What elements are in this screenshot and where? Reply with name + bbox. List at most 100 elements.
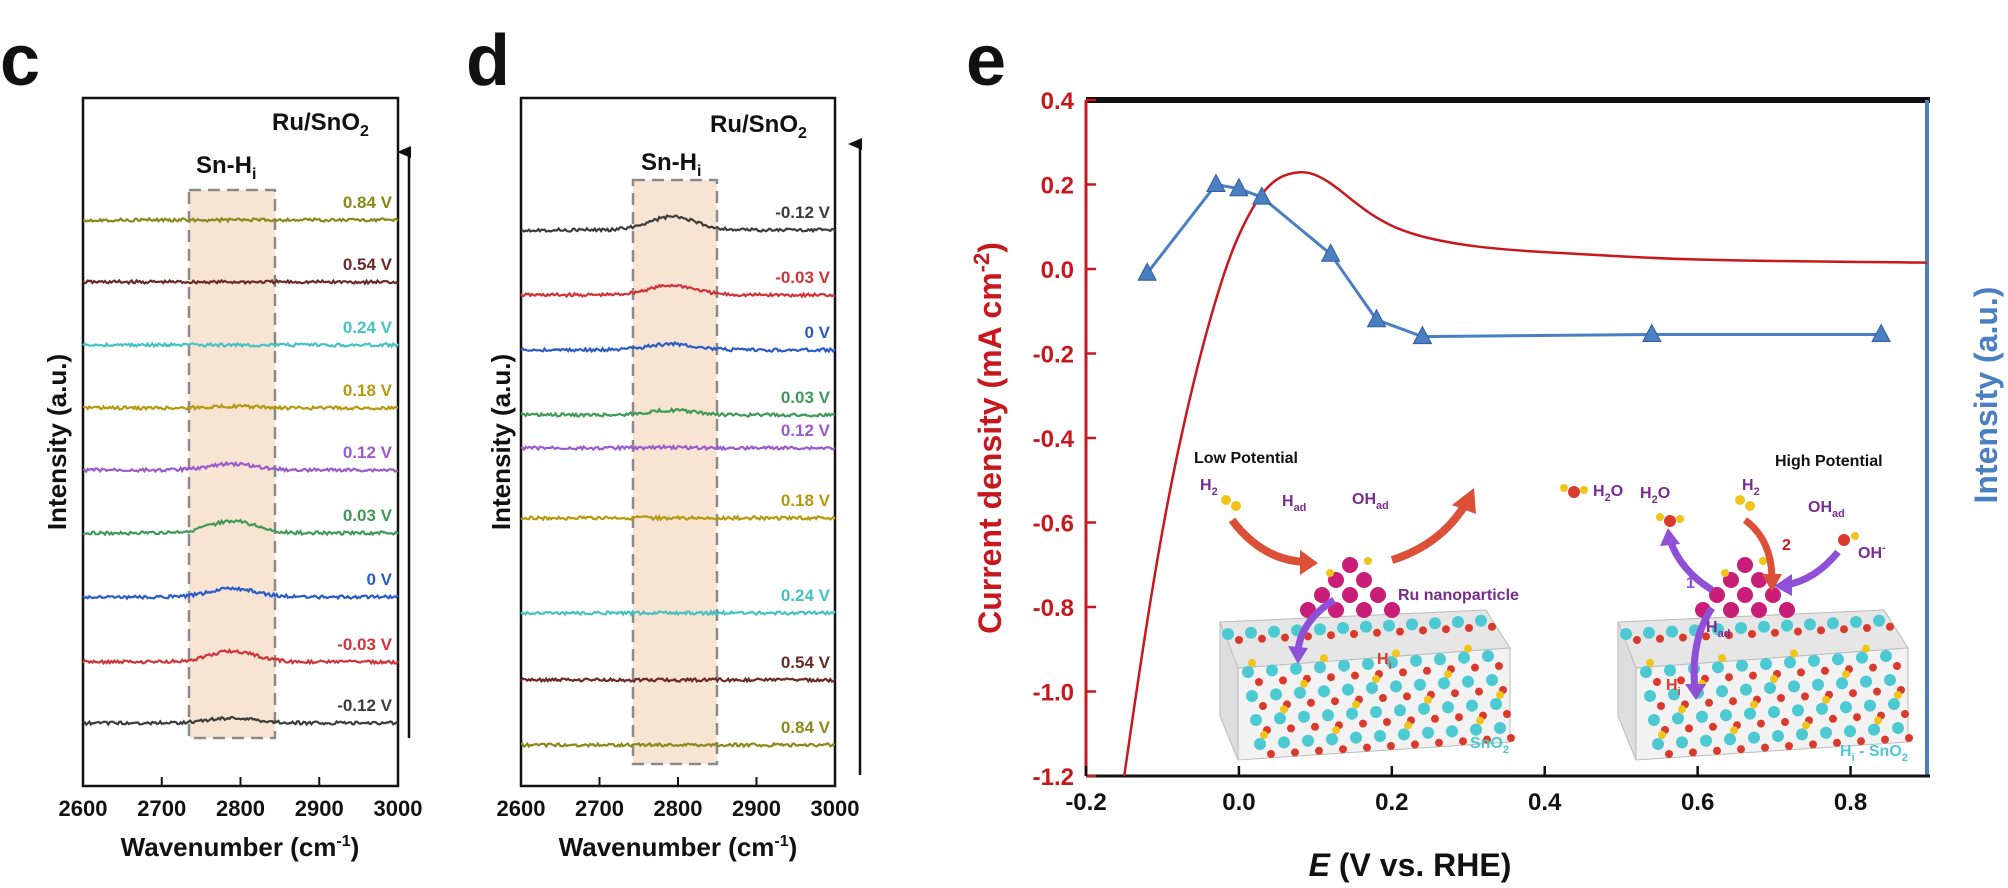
oh-adsorption-arrowhead-right — [1774, 574, 1792, 596]
panel-d-trace — [520, 676, 836, 684]
panel-c-trace — [82, 402, 398, 411]
hi-diffusion-arrow-right — [1690, 606, 1715, 691]
panel-e-y-tick-label: 0.0 — [1041, 257, 1074, 284]
panel-d-tick-label: 3000 — [811, 796, 860, 821]
inset-hi-label-left: Hi — [1377, 651, 1392, 672]
panel-e-y-tick-label: -0.4 — [1033, 426, 1075, 453]
h2o-release-arrowhead-left — [1452, 488, 1476, 514]
panel-d-trace-label: 0.18 V — [781, 491, 831, 510]
hi-diffusion-arrowhead-right — [1685, 684, 1706, 700]
h2o-molecule-right — [1656, 513, 1684, 527]
panel-e-y-tick-label: -0.2 — [1033, 342, 1074, 369]
panel-c-trace-label: 0.12 V — [343, 443, 393, 462]
panel-d-trace-label: 0 V — [804, 323, 830, 342]
inset-h2o-label-right: H2O — [1640, 485, 1670, 506]
panel-c-sample-label: Ru/SnO2 — [272, 109, 369, 140]
panel-d-trace — [521, 741, 836, 749]
panel-d-trace-label: -0.03 V — [775, 268, 830, 287]
oh-adsorption-arrow-right — [1785, 549, 1841, 589]
panel-d-trace — [520, 514, 836, 522]
panel-c-tick-label: 2700 — [137, 796, 186, 821]
step2-arrow-right — [1742, 517, 1776, 581]
inset-h2-label-right: H2 — [1742, 477, 1760, 498]
panel-d-trace — [520, 443, 836, 452]
panel-c-trace-label: 0 V — [366, 570, 392, 589]
panel-d-sample-label: Ru/SnO2 — [710, 111, 807, 142]
panel-e-y-tick-label: -1.2 — [1033, 764, 1074, 791]
inset-ohad-label-right: OHad — [1808, 499, 1845, 520]
inset-h2o-label-left: H2O — [1593, 483, 1623, 504]
intensity-marker — [1229, 177, 1249, 197]
inset-hi-sno2-label: Hi - SnO2 — [1840, 743, 1908, 764]
inset-right-slab — [1617, 609, 1913, 761]
panel-c-tick-label: 2800 — [216, 796, 265, 821]
inset-had-label-right: Had — [1706, 619, 1730, 640]
panel-d-trace — [520, 609, 836, 617]
intensity-marker — [1252, 186, 1272, 205]
panel-c-trace-label: -0.12 V — [337, 696, 392, 715]
panel-c-ylabel: Intensity (a.u.) — [42, 354, 72, 530]
panel-d-letter: d — [466, 21, 510, 101]
panel-c-letter: c — [0, 21, 40, 101]
panel-e-y-tick-label: -1.0 — [1033, 680, 1074, 707]
intensity-marker — [1412, 325, 1433, 345]
panel-d-band-label: Sn-Hi — [641, 149, 701, 180]
panel-c-tick-label: 2900 — [295, 796, 344, 821]
panel-e-x-tick-label: 0.6 — [1681, 789, 1714, 816]
intensity-marker — [1871, 323, 1891, 342]
panel-d-ylabel: Intensity (a.u.) — [486, 354, 516, 530]
panel-e-y-tick-label: 0.4 — [1041, 88, 1075, 115]
panel-e-x-tick-label: 0.8 — [1834, 789, 1867, 816]
panel-d-tick-label: 2600 — [497, 796, 546, 821]
inset-had-label-left: Had — [1282, 493, 1306, 514]
inset-hi-label-right: Hi — [1666, 677, 1681, 698]
panel-c-trace-label: 0.24 V — [343, 318, 393, 337]
panel-c-trace — [82, 518, 399, 537]
panel-e-y-tick-label: 0.2 — [1041, 173, 1074, 200]
panel-d-tick-label: 2900 — [732, 796, 781, 821]
inset-h2-label-left: H2 — [1200, 477, 1218, 498]
panel-d-trace-label: 0.54 V — [781, 653, 831, 672]
panel-d-band-box — [631, 178, 719, 766]
step1-arrowhead-right — [1660, 528, 1680, 546]
inset-oh-label-right: OH- — [1858, 542, 1886, 562]
ru-nanoparticle-left — [1300, 557, 1400, 618]
oh-ion-right — [1838, 532, 1859, 546]
panel-c-trace — [82, 278, 399, 286]
panel-d-trace-label: 0.24 V — [781, 586, 831, 605]
inset-ohad-label-left: OHad — [1352, 491, 1389, 512]
inset-step1-label: 1 — [1686, 575, 1695, 592]
intensity-marker — [1320, 243, 1341, 262]
h2-molecule-right — [1735, 495, 1755, 511]
inset-ru-label: Ru nanoparticle — [1398, 587, 1519, 604]
panel-c-x-ticks: 2600 2700 2800 2900 3000 — [59, 777, 422, 821]
panel-e-y-tick-label: -0.6 — [1033, 511, 1074, 538]
panel-e-x-tick-label: -0.2 — [1065, 789, 1106, 816]
panel-d-trace-label: 0.03 V — [781, 388, 831, 407]
step2-arrowhead-right — [1762, 574, 1782, 592]
panel-c-trace — [82, 216, 399, 224]
panel-d-trace-label: 0.84 V — [781, 718, 831, 737]
panel-e: e -1.2 -1.0 -0.8 -0.6 -0.4 -0.2 0.0 0.2 0.4 -0.2… — [966, 21, 2004, 883]
h-spillover-arrow-left — [1294, 597, 1336, 651]
intensity-marker — [1206, 173, 1226, 192]
panel-d: d Sn-Hi Ru/SnO2 -0.12 V -0.03 V 0 V 0.03 V 0… — [466, 21, 862, 862]
h2-molecule-left — [1221, 495, 1241, 511]
panel-c-trace — [82, 460, 399, 474]
panel-e-x-tick-label: 0.4 — [1528, 789, 1562, 816]
panel-d-tick-label: 2800 — [654, 796, 703, 821]
step1-arrow-right — [1666, 538, 1714, 593]
panel-c-trace — [82, 341, 399, 349]
panel-c-trace-label: 0.03 V — [343, 506, 393, 525]
panel-c-traces: 0.84 V 0.54 V 0.24 V 0.18 V 0.12 V 0.03 V 0 V -… — [82, 193, 399, 727]
panel-d-trace — [520, 214, 836, 234]
panel-e-x-tick-label: 0.0 — [1222, 789, 1255, 816]
inset-low-potential-title: Low Potential — [1194, 450, 1298, 467]
panel-c-trace-label: 0.54 V — [343, 255, 393, 274]
panel-e-letter: e — [966, 21, 1006, 101]
current-density-line — [1122, 170, 1928, 777]
inset-step2-label: 2 — [1782, 537, 1791, 554]
panel-e-ylabel-right: Intensity (a.u.) — [1968, 287, 2004, 504]
panel-d-trace — [520, 406, 835, 418]
inset-sno2-label: SnO2 — [1470, 735, 1509, 756]
